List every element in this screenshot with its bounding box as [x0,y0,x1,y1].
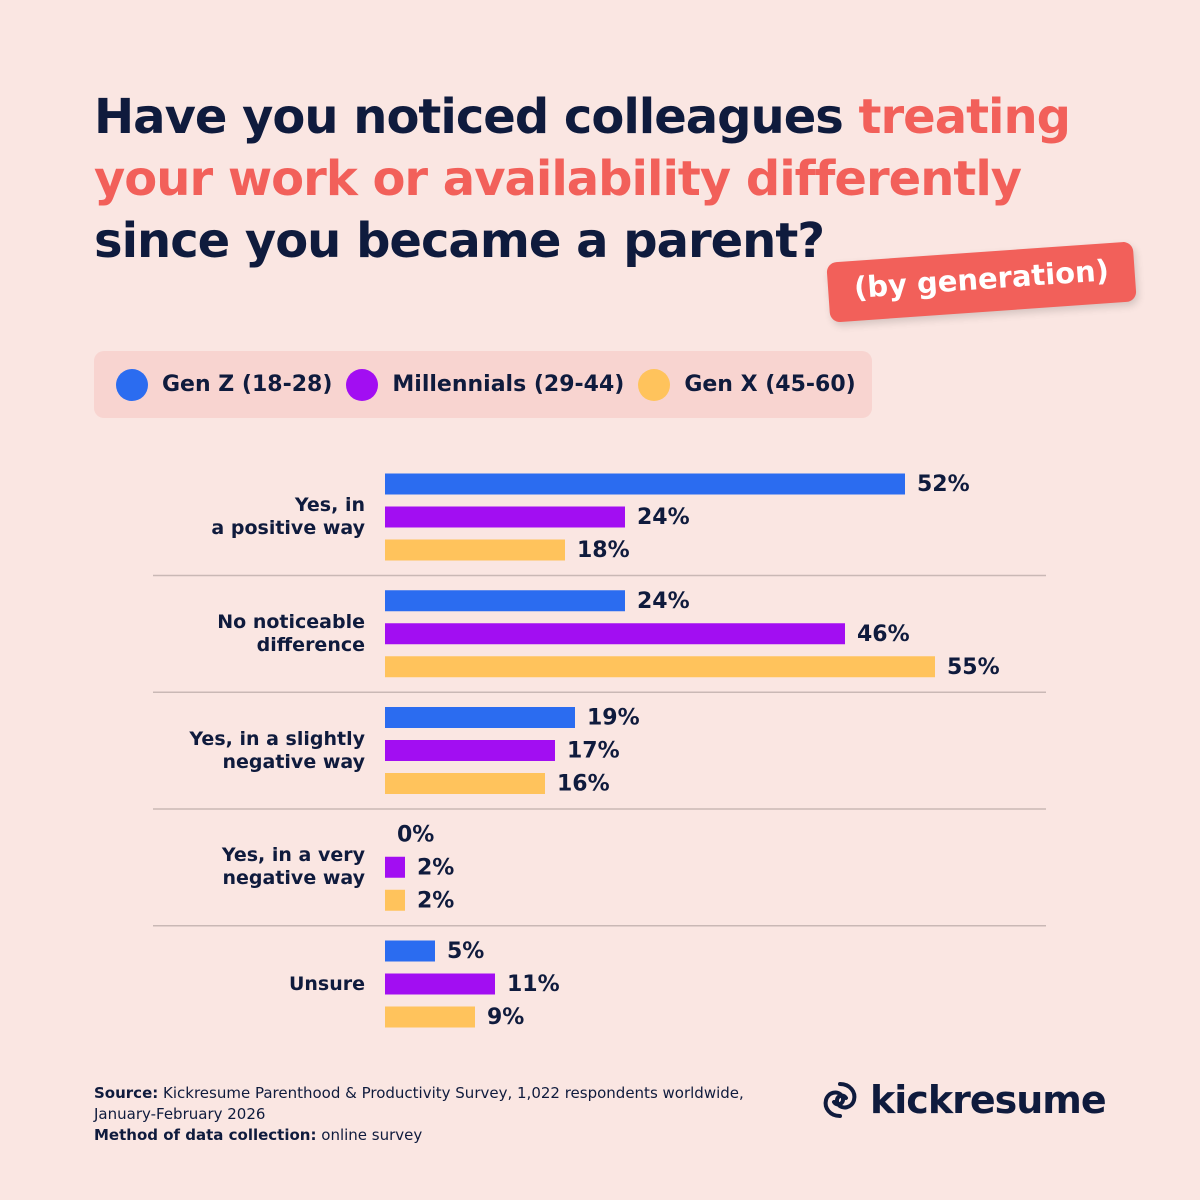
bar [385,506,625,528]
bar [385,473,905,495]
method-line: Method of data collection: online survey [94,1125,754,1146]
bar [385,590,625,612]
method-label: Method of data collection: [94,1126,317,1144]
title-part: your work or availability differently [94,151,1022,207]
legend-swatch [638,368,671,401]
brand-icon [823,1082,857,1118]
value-label: 2% [417,888,454,913]
category-label: No noticeable difference [217,610,365,656]
legend-label: Gen Z (18-28) [162,372,333,397]
brand-name: kickresume [870,1078,1107,1122]
category-label: Yes, in a positive way [211,494,365,539]
value-label: 2% [417,855,454,880]
bar [385,773,545,794]
title-part: Have you noticed colleagues [94,89,844,145]
legend-item: Gen X (45-60) [638,368,856,401]
bar [385,1006,475,1028]
legend-swatch [346,368,379,401]
category-label: Yes, in a very negative way [221,844,365,890]
legend-label: Gen X (45-60) [684,372,856,397]
category-label: Unsure [288,972,365,995]
category-label: Yes, in a slightly negative way [189,727,365,773]
value-label: 18% [577,538,630,563]
footer: Source: Kickresume Parenthood & Producti… [94,1083,754,1146]
value-label: 0% [397,822,434,847]
bar [385,707,575,728]
value-label: 46% [857,622,910,647]
bar [385,973,495,995]
legend-label: Millennials (29-44) [392,372,625,397]
source-label: Source: [94,1084,159,1102]
source: Kickresume Parenthood & Productivity Sur… [94,1084,744,1123]
bar [385,539,565,561]
bar [385,623,845,645]
value-label: 52% [917,472,970,497]
chart-title: Have you noticed colleagues treating your… [94,86,1154,272]
legend-item: Gen Z (18-28) [116,368,333,401]
method: online survey [321,1126,423,1144]
legend-item: Millennials (29-44) [346,368,625,401]
value-label: 24% [637,505,690,530]
title-part: treating [858,89,1071,145]
source-line: Source: Kickresume Parenthood & Producti… [94,1083,754,1125]
bar [385,889,405,911]
value-label: 5% [447,939,484,964]
value-label: 9% [487,1005,524,1030]
value-label: 16% [557,772,610,797]
value-label: 19% [587,706,640,731]
bar [385,740,555,761]
legend: Gen Z (18-28) Millennials (29-44) Gen X (4… [94,351,872,418]
value-label: 55% [947,655,1000,680]
value-label: 17% [567,739,620,764]
bar [385,656,935,678]
title-part: since you became a parent? [94,213,825,269]
legend-swatch [116,368,148,401]
value-label: 11% [507,972,560,997]
value-label: 24% [637,589,690,614]
brand-logo: kickresume [820,1078,1107,1122]
bar [385,856,405,878]
bar [385,940,435,962]
